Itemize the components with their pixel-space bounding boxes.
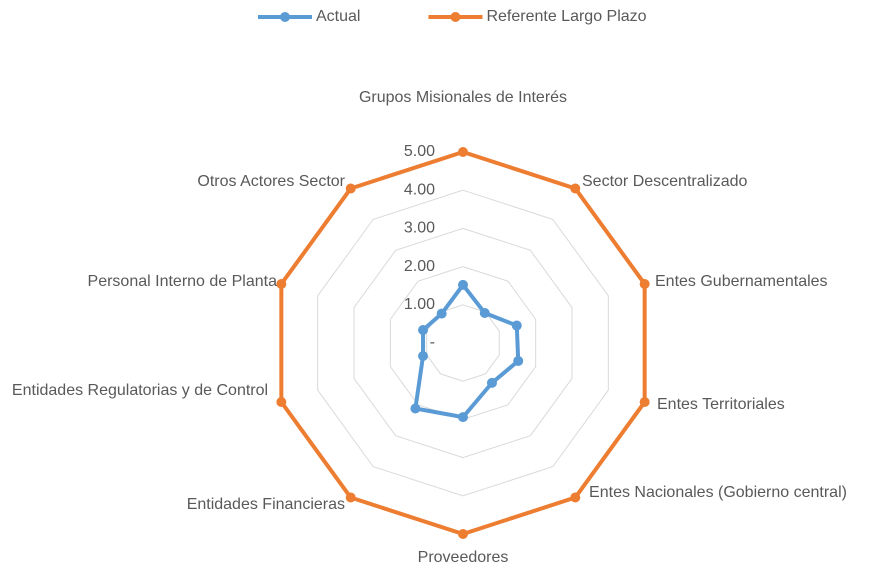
marker bbox=[479, 308, 490, 319]
marker bbox=[513, 355, 524, 366]
marker bbox=[639, 397, 650, 408]
marker bbox=[410, 403, 421, 414]
category-label: Entes Nacionales (Gobierno central) bbox=[589, 484, 847, 501]
category-label: Entes Territoriales bbox=[657, 396, 785, 413]
marker bbox=[458, 279, 468, 290]
marker bbox=[639, 278, 650, 289]
y-tick-label: 3.00 bbox=[404, 220, 435, 237]
category-label: Entidades Financieras bbox=[186, 496, 345, 513]
marker bbox=[418, 325, 429, 336]
category-label: Entidades Regulatorias y de Control bbox=[11, 382, 269, 399]
category-label: Entes Gubernamentales bbox=[655, 273, 828, 290]
marker bbox=[570, 183, 581, 194]
legend-label: Actual bbox=[316, 8, 360, 25]
y-tick-label: 2.00 bbox=[404, 258, 435, 275]
marker bbox=[458, 147, 468, 157]
grid-line bbox=[317, 189, 609, 497]
marker bbox=[345, 183, 356, 194]
marker bbox=[458, 412, 468, 423]
y-tick-label: 4.00 bbox=[404, 181, 435, 198]
legend-label: Referente Largo Plazo bbox=[486, 8, 646, 25]
legend-marker bbox=[450, 12, 461, 22]
y-tick-label: 1.00 bbox=[404, 296, 435, 313]
series-line bbox=[279, 150, 647, 536]
marker bbox=[486, 377, 497, 388]
category-label: Otros Actores Sector bbox=[197, 173, 345, 190]
marker bbox=[436, 308, 447, 319]
category-label: Personal Interno de Planta bbox=[87, 273, 277, 290]
y-tick-label: 5.00 bbox=[404, 143, 435, 160]
marker bbox=[511, 320, 522, 331]
category-label: Grupos Misionales de Interés bbox=[358, 89, 568, 106]
legend-marker bbox=[280, 12, 290, 22]
marker bbox=[458, 529, 468, 539]
y-tick-label: - bbox=[430, 334, 435, 351]
marker bbox=[418, 350, 429, 361]
marker bbox=[276, 397, 287, 408]
marker bbox=[276, 278, 287, 289]
category-label: Sector Descentralizado bbox=[582, 173, 748, 190]
category-label: Proveedores bbox=[417, 549, 509, 566]
marker bbox=[345, 492, 356, 503]
grid-line bbox=[353, 227, 573, 459]
marker bbox=[570, 492, 581, 503]
